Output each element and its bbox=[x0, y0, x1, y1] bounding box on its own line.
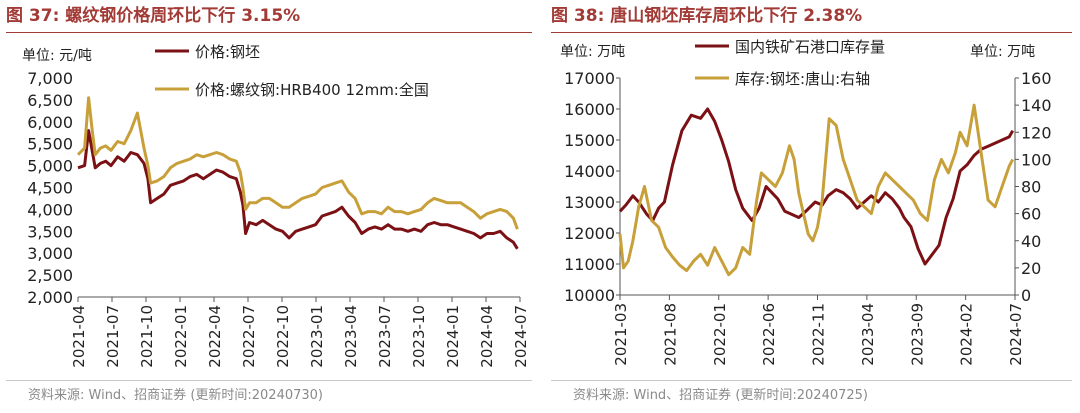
billet-inventory-chart: 17000 16000 15000 14000 13000 12000 11000 10000… bbox=[560, 38, 1052, 366]
y2-tick-label: 80 bbox=[1021, 178, 1041, 197]
unit-label: 单位: 元/吨 bbox=[22, 48, 92, 64]
y2-tick-label: 0 bbox=[1021, 286, 1031, 305]
y-tick-label: 14000 bbox=[564, 162, 615, 181]
unit-label: 单位: 万吨 bbox=[560, 44, 625, 60]
series-line-2 bbox=[618, 103, 1015, 277]
y-tick-label: 7,000 bbox=[27, 69, 73, 88]
x-tick-label: 2024-07 bbox=[512, 305, 530, 368]
chart-title: 图 38: 唐山钢坯库存周环比下行 2.38% bbox=[551, 6, 863, 26]
x-tick-label: 2024-04 bbox=[478, 305, 496, 368]
steel-price-chart: 7,000 6,500 6,000 5,500 5,000 4,500 4,000 3,500… bbox=[22, 43, 530, 368]
x-tick-label: 2021-07 bbox=[104, 305, 122, 368]
y-tick-label: 6,000 bbox=[27, 113, 73, 132]
x-tick-label: 2022-04 bbox=[206, 305, 224, 368]
y-tick-label: 16000 bbox=[564, 100, 615, 119]
chart-panel-billet-inventory: 图 38: 唐山钢坯库存周环比下行 2.38% 17000 16000 15000 1… bbox=[545, 0, 1080, 413]
y-tick-label: 13000 bbox=[564, 193, 615, 212]
y2-tick-label: 60 bbox=[1021, 205, 1041, 224]
source-divider bbox=[6, 380, 532, 381]
series-line-1 bbox=[618, 107, 1015, 266]
x-tick-label: 2023-10 bbox=[410, 305, 428, 368]
x-tick-label: 2022-10 bbox=[274, 305, 292, 368]
y-tick-label: 5,500 bbox=[27, 135, 73, 154]
x-tick-label: 2021-03 bbox=[612, 303, 630, 366]
source-divider bbox=[551, 380, 1072, 381]
y-tick-label: 2,000 bbox=[27, 288, 73, 307]
y2-tick-label: 160 bbox=[1021, 69, 1052, 88]
x-tick-label: 2024-01 bbox=[444, 305, 462, 368]
y-tick-label: 12000 bbox=[564, 224, 615, 243]
series-line-2 bbox=[76, 96, 519, 230]
x-tick-label: 2021-04 bbox=[70, 305, 88, 368]
x-tick-label: 2022-01 bbox=[172, 305, 190, 368]
y-tick-label: 10000 bbox=[564, 286, 615, 305]
y-tick-label: 5,000 bbox=[27, 157, 73, 176]
chart-panel-steel-price: 图 37: 螺纹钢价格周环比下行 3.15% 7,000 6,500 6,000 5,… bbox=[6, 6, 532, 403]
legend-label-1: 价格:钢坯 bbox=[195, 43, 260, 61]
title-divider bbox=[6, 32, 532, 33]
x-tick-label: 2023-04 bbox=[859, 303, 877, 366]
x-tick-label: 2021-10 bbox=[138, 305, 156, 368]
y2-tick-label: 100 bbox=[1021, 150, 1052, 169]
y-tick-label: 3,500 bbox=[27, 222, 73, 241]
x-tick-label: 2021-08 bbox=[661, 303, 679, 366]
x-tick-label: 2022-07 bbox=[240, 305, 258, 368]
series-line-1 bbox=[77, 129, 519, 250]
y-tick-label: 4,000 bbox=[27, 200, 73, 219]
x-tick-label: 2024-02 bbox=[958, 303, 976, 366]
x-tick-label: 2023-01 bbox=[308, 305, 326, 368]
y-tick-label: 6,500 bbox=[27, 91, 73, 110]
x-tick-label: 2024-07 bbox=[1007, 303, 1025, 366]
x-tick-label: 2022-11 bbox=[810, 303, 828, 366]
legend-label-2: 价格:螺纹钢:HRB400 12mm:全国 bbox=[195, 81, 429, 99]
y-tick-label: 4,500 bbox=[27, 179, 73, 198]
y2-tick-label: 140 bbox=[1021, 96, 1052, 115]
y-tick-label: 2,500 bbox=[27, 266, 73, 285]
x-tick-label: 2022-01 bbox=[711, 303, 729, 366]
y-tick-label: 17000 bbox=[564, 69, 615, 88]
x-tick-label: 2023-07 bbox=[376, 305, 394, 368]
legend-label-2: 库存:钢坯:唐山:右轴 bbox=[735, 70, 870, 88]
source-note: 资料来源: Wind、招商证券 (更新时间:20240730) bbox=[28, 388, 324, 403]
unit-label-right: 单位: 万吨 bbox=[970, 44, 1035, 60]
x-tick-label: 2022-06 bbox=[760, 303, 778, 366]
title-divider bbox=[551, 32, 1072, 33]
y-tick-label: 15000 bbox=[564, 131, 615, 150]
x-tick-label: 2023-04 bbox=[342, 305, 360, 368]
y-tick-label: 3,000 bbox=[27, 244, 73, 263]
y2-tick-label: 40 bbox=[1021, 232, 1041, 251]
y2-tick-label: 120 bbox=[1021, 123, 1052, 142]
y-tick-label: 11000 bbox=[564, 255, 615, 274]
source-note: 资料来源: Wind、招商证券 (更新时间:20240725) bbox=[573, 388, 869, 403]
legend-label-1: 国内铁矿石港口库存量 bbox=[735, 38, 885, 56]
chart-title: 图 37: 螺纹钢价格周环比下行 3.15% bbox=[6, 6, 301, 26]
y2-tick-label: 20 bbox=[1021, 259, 1041, 278]
x-tick-label: 2023-09 bbox=[908, 303, 926, 366]
